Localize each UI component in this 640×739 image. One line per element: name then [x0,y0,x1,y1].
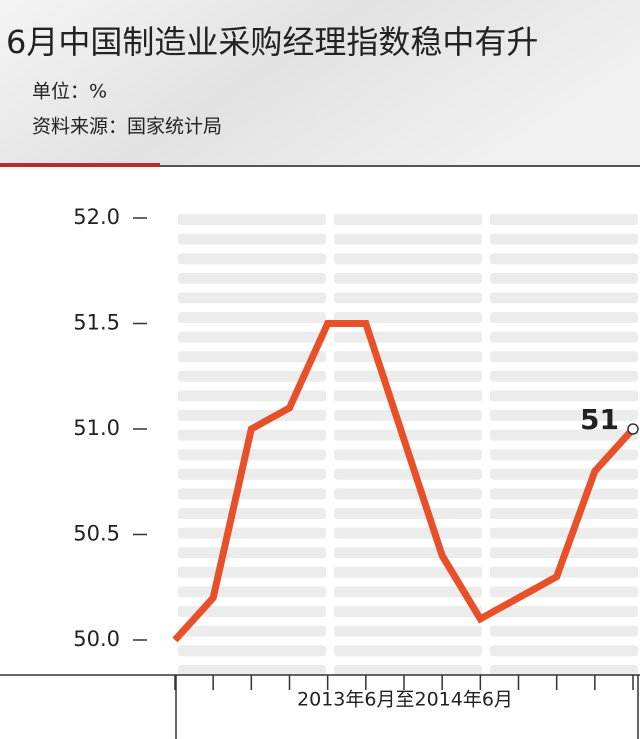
stripe [490,312,638,323]
stripe [334,488,482,500]
stripe [490,625,638,637]
stripe [334,664,482,676]
stripe [334,312,482,323]
source: 资料来源：国家统计局 [32,116,222,138]
stripe [334,370,482,382]
value-label: 51 [580,403,619,436]
stripe [334,527,482,539]
stripe [334,566,482,578]
stripe [490,272,638,284]
stripe [490,214,638,225]
stripe [334,410,482,421]
header-accent [0,163,160,167]
stripe [178,331,326,343]
unit: 单位：% [32,81,107,103]
stripe [490,390,638,402]
stripe [178,566,326,578]
header-bg [0,0,640,165]
stripe [178,410,326,421]
line [172,320,636,643]
stripe [178,606,326,617]
stripe [178,586,326,598]
stripe [334,645,482,657]
stripe [178,527,326,539]
stripe [334,292,482,304]
stripe [490,664,638,676]
stripe [178,547,326,559]
stripe [178,233,326,245]
stripe [178,468,326,480]
stripe [334,508,482,519]
stripe [490,233,638,245]
stripe [490,410,638,421]
stripe [334,468,482,480]
x-axis-label: 2013年6月至2014年6月 [297,689,513,711]
stripe [334,606,482,617]
stripe [178,390,326,402]
stripe [490,429,638,441]
stripe [178,370,326,382]
stripe [178,625,326,637]
stripe [334,351,482,363]
stripe [490,331,638,343]
header-rule [160,165,640,167]
y-tick-label: 50.0 [73,627,120,651]
stripe [178,312,326,323]
stripe [334,272,482,284]
stripe [490,488,638,500]
stripe [334,390,482,402]
stripe [334,547,482,559]
stripe [490,508,638,519]
stripe [334,331,482,343]
y-tick-label: 52.0 [73,205,120,229]
stripe [334,586,482,598]
stripe [490,645,638,657]
y-tick-label: 51.5 [73,311,120,335]
stripe [334,253,482,265]
stripe [490,586,638,598]
stripe [178,351,326,363]
stripe [334,214,482,225]
point [627,423,639,435]
stripe [490,292,638,304]
stripe [490,370,638,382]
stripe [490,606,638,617]
stripe [334,233,482,245]
stripe [178,292,326,304]
stripe [490,351,638,363]
stripe [178,449,326,461]
stripe [490,527,638,539]
background-stripes [178,214,638,676]
stripe [334,429,482,441]
stripe [334,625,482,637]
stripe [178,645,326,657]
stripe [178,488,326,500]
stripe [490,253,638,265]
stripe [178,508,326,519]
stripe [490,449,638,461]
stripe [178,664,326,676]
y-tick-label: 50.5 [73,522,120,546]
chart-title: 6月中国制造业采购经理指数稳中有升 [6,23,538,61]
stripe [178,214,326,225]
stripe [178,272,326,284]
stripe [178,253,326,265]
stripe [490,566,638,578]
y-tick-label: 51.0 [73,416,120,440]
stripe [490,468,638,480]
